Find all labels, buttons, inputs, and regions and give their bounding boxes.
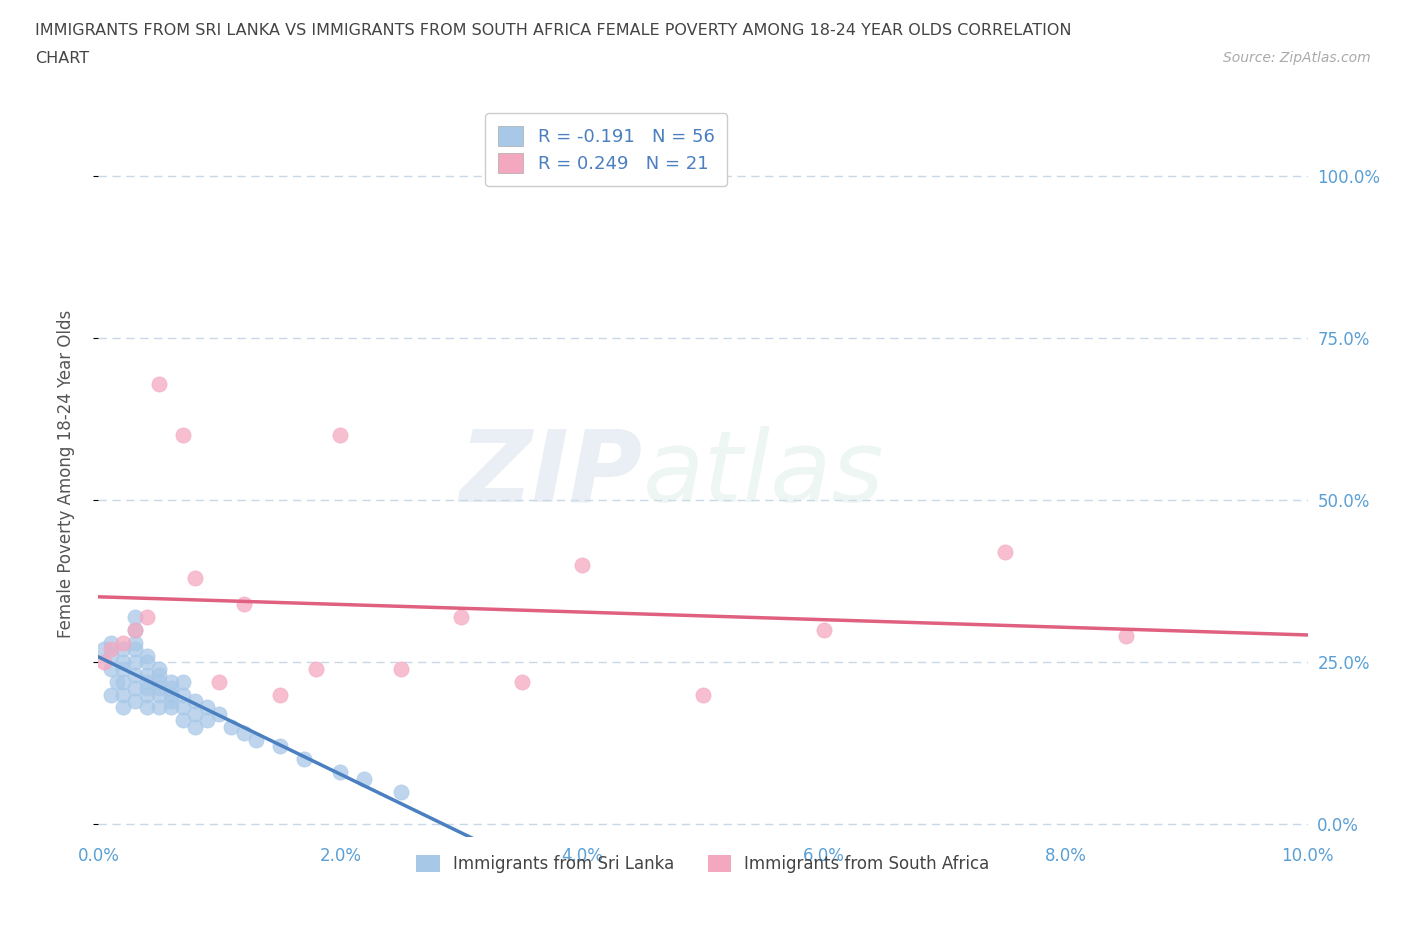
Point	[172, 687, 194, 702]
Point	[292, 751, 315, 766]
Point	[135, 655, 157, 670]
Point	[111, 655, 134, 670]
Point	[389, 661, 412, 676]
Point	[111, 635, 134, 650]
Point	[135, 668, 157, 683]
Point	[124, 609, 146, 624]
Point	[353, 771, 375, 786]
Point	[172, 700, 194, 715]
Point	[813, 622, 835, 637]
Point	[329, 428, 352, 443]
Point	[100, 661, 122, 676]
Point	[148, 661, 170, 676]
Text: ZIP: ZIP	[460, 426, 643, 523]
Point	[160, 694, 183, 709]
Point	[124, 622, 146, 637]
Point	[135, 681, 157, 696]
Point	[184, 707, 207, 722]
Point	[305, 661, 328, 676]
Point	[111, 700, 134, 715]
Point	[510, 674, 533, 689]
Point	[184, 570, 207, 585]
Point	[172, 428, 194, 443]
Point	[160, 674, 183, 689]
Point	[172, 713, 194, 728]
Y-axis label: Female Poverty Among 18-24 Year Olds: Female Poverty Among 18-24 Year Olds	[56, 311, 75, 638]
Point	[124, 694, 146, 709]
Point	[195, 713, 218, 728]
Point	[124, 668, 146, 683]
Point	[100, 687, 122, 702]
Point	[184, 694, 207, 709]
Point	[692, 687, 714, 702]
Point	[111, 642, 134, 657]
Text: CHART: CHART	[35, 51, 89, 66]
Point	[93, 655, 115, 670]
Point	[135, 609, 157, 624]
Point	[93, 642, 115, 657]
Point	[269, 738, 291, 753]
Point	[148, 668, 170, 683]
Point	[994, 545, 1017, 560]
Point	[232, 726, 254, 741]
Point	[450, 609, 472, 624]
Point	[329, 764, 352, 779]
Point	[221, 720, 243, 735]
Point	[195, 700, 218, 715]
Point	[111, 674, 134, 689]
Text: atlas: atlas	[643, 426, 884, 523]
Point	[269, 687, 291, 702]
Point	[148, 377, 170, 392]
Point	[208, 707, 231, 722]
Point	[160, 681, 183, 696]
Point	[160, 687, 183, 702]
Point	[124, 655, 146, 670]
Point	[135, 700, 157, 715]
Text: IMMIGRANTS FROM SRI LANKA VS IMMIGRANTS FROM SOUTH AFRICA FEMALE POVERTY AMONG 1: IMMIGRANTS FROM SRI LANKA VS IMMIGRANTS …	[35, 23, 1071, 38]
Point	[105, 674, 128, 689]
Point	[148, 700, 170, 715]
Point	[172, 674, 194, 689]
Point	[124, 642, 146, 657]
Point	[124, 622, 146, 637]
Point	[111, 687, 134, 702]
Point	[124, 681, 146, 696]
Point	[111, 661, 134, 676]
Legend: Immigrants from Sri Lanka, Immigrants from South Africa: Immigrants from Sri Lanka, Immigrants fr…	[409, 848, 997, 880]
Point	[208, 674, 231, 689]
Point	[148, 674, 170, 689]
Text: Source: ZipAtlas.com: Source: ZipAtlas.com	[1223, 51, 1371, 65]
Point	[124, 635, 146, 650]
Point	[100, 648, 122, 663]
Point	[100, 635, 122, 650]
Point	[389, 784, 412, 799]
Point	[148, 687, 170, 702]
Point	[232, 596, 254, 611]
Point	[245, 733, 267, 748]
Point	[571, 558, 593, 573]
Point	[135, 687, 157, 702]
Point	[1115, 629, 1137, 644]
Point	[184, 720, 207, 735]
Point	[135, 648, 157, 663]
Point	[135, 674, 157, 689]
Point	[148, 681, 170, 696]
Point	[100, 642, 122, 657]
Point	[160, 700, 183, 715]
